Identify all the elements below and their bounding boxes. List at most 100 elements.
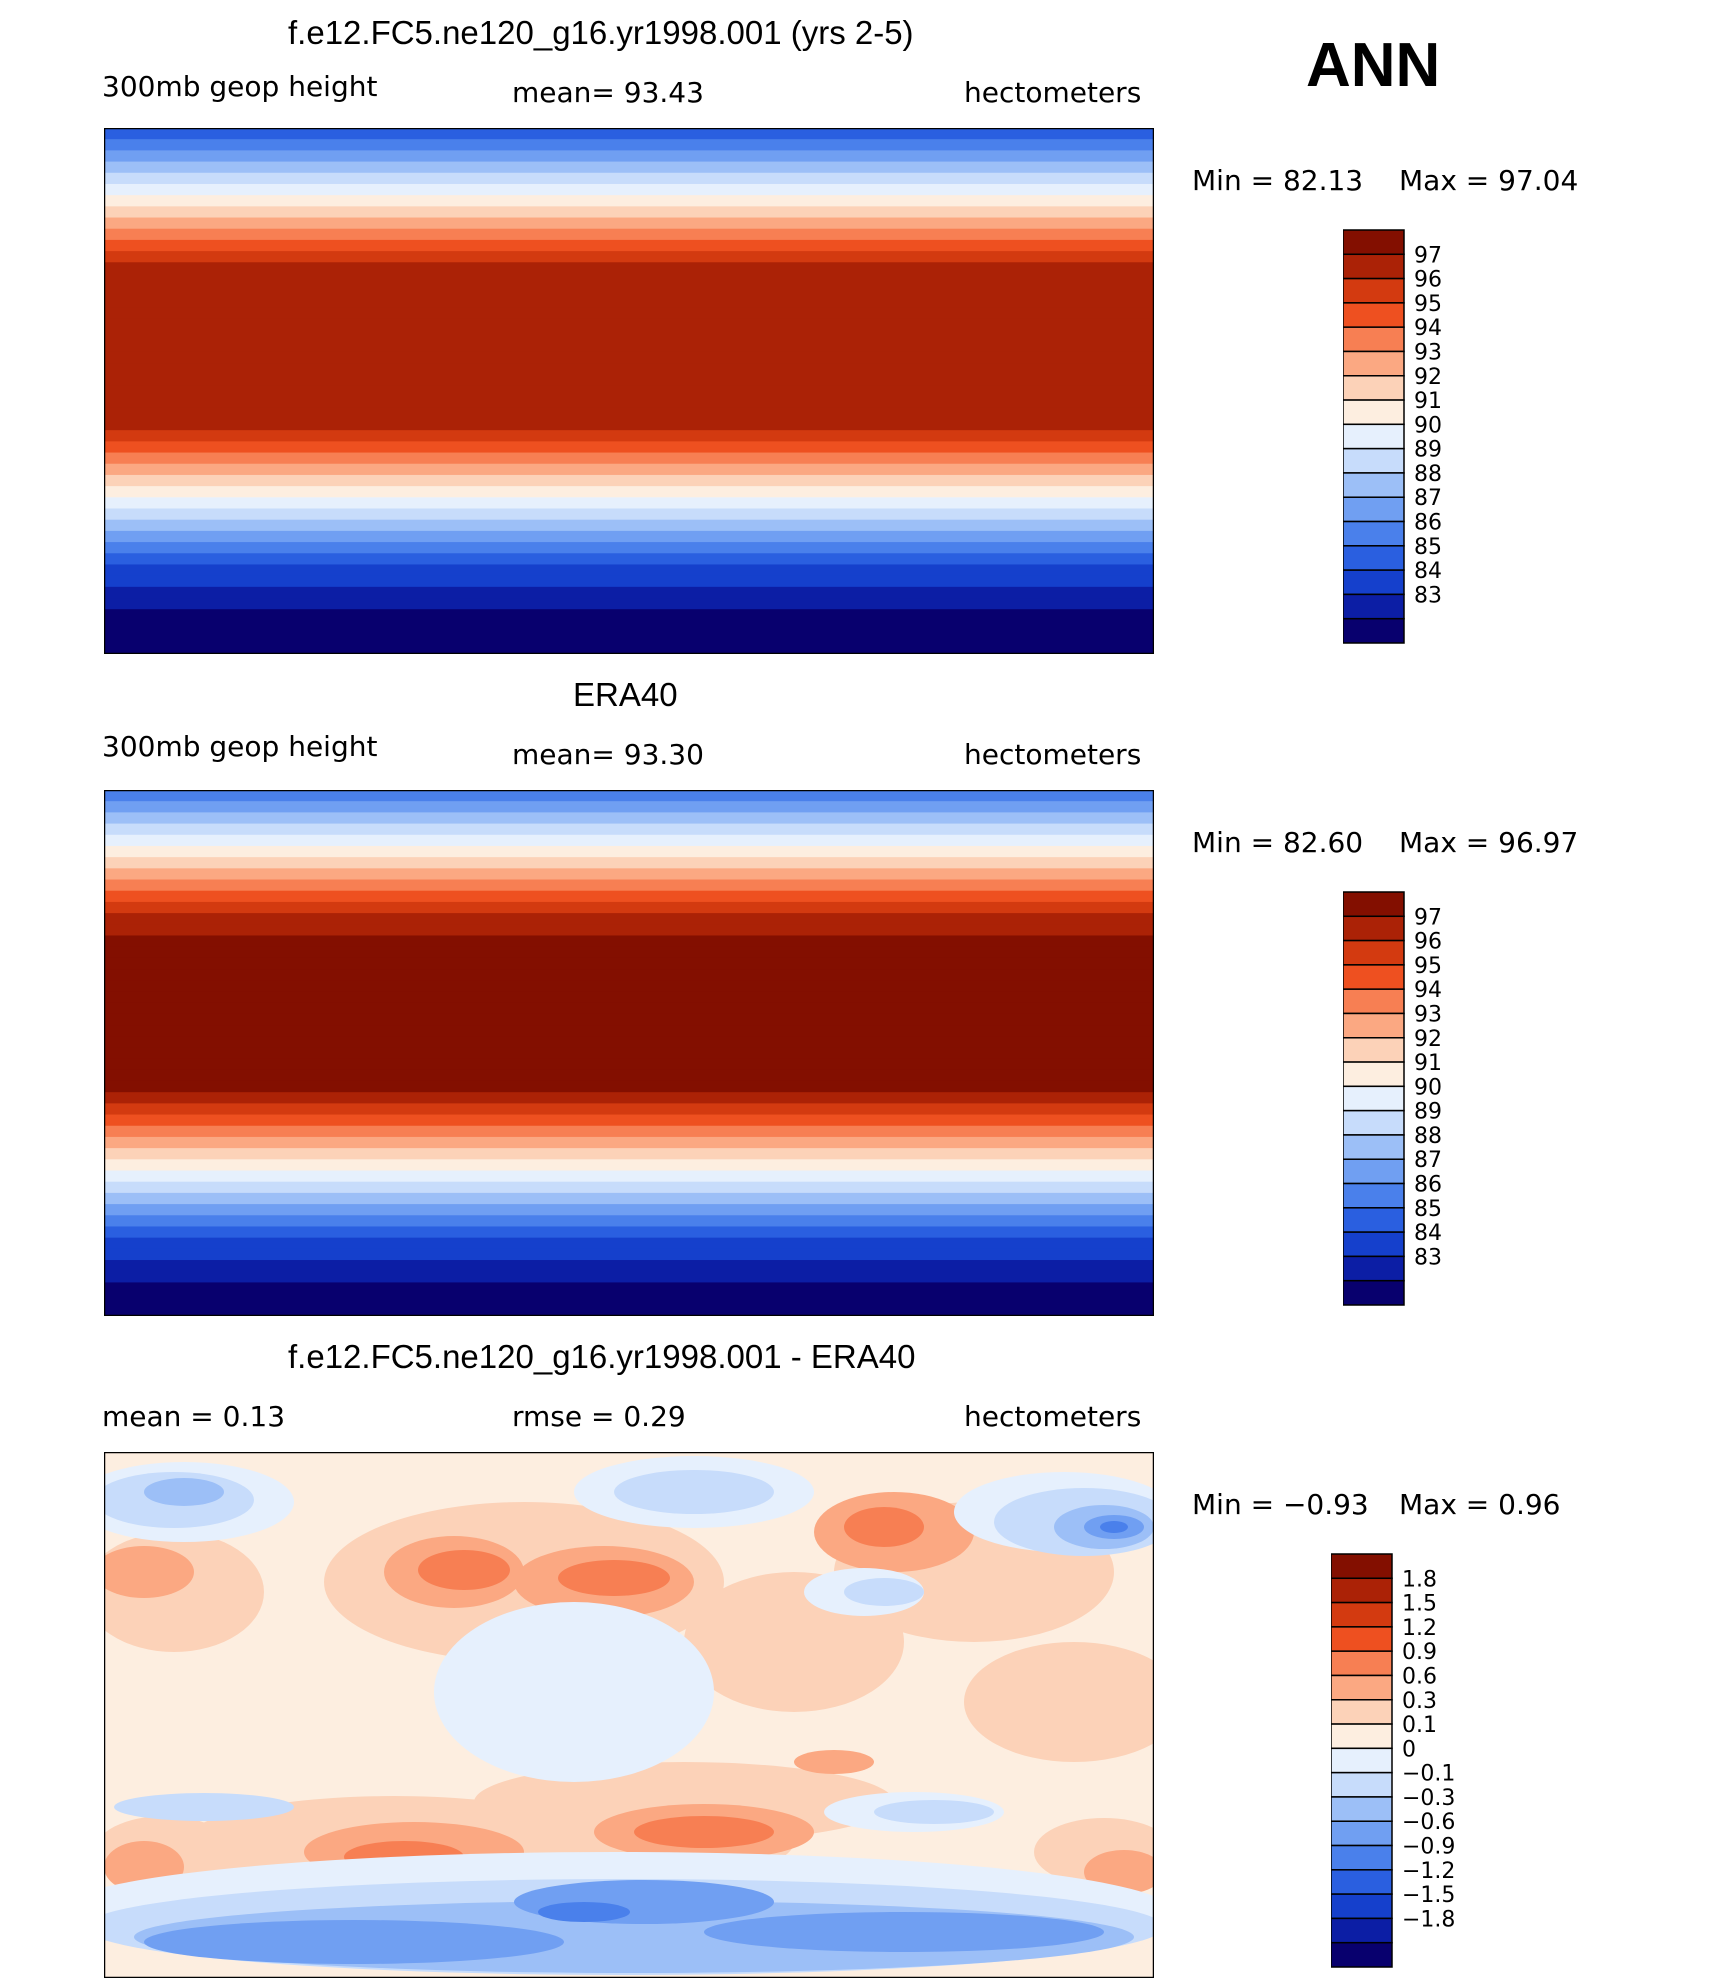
contour-band <box>104 497 1154 510</box>
contour-band <box>104 340 1154 353</box>
colorbar-tick-label: 88 <box>1414 462 1442 487</box>
contour-band <box>104 1148 1154 1161</box>
colorbar-box <box>1343 915 1405 942</box>
contour-band <box>104 128 1154 141</box>
colorbar-box <box>1331 1626 1393 1652</box>
colorbar-box <box>1343 302 1405 328</box>
contour-band <box>104 598 1154 611</box>
contour-band <box>104 1136 1154 1150</box>
panel2-contour-fill <box>104 790 1154 1316</box>
contour-band <box>104 251 1154 264</box>
colorbar-box <box>1343 545 1405 571</box>
panel3-rmse-label: rmse = 0.29 <box>512 1400 686 1433</box>
contour-band <box>104 801 1154 814</box>
contour-band <box>104 845 1154 859</box>
colorbar-box <box>1331 1553 1393 1580</box>
contour-band <box>104 857 1154 870</box>
colorbar-box <box>1331 1917 1393 1944</box>
contour-band <box>104 564 1154 577</box>
contour-band <box>104 1103 1154 1116</box>
colorbar-tick-label: 1.5 <box>1402 1592 1437 1617</box>
panel3-max-label: Max = 0.96 <box>1399 1488 1561 1521</box>
colorbar-box <box>1331 1674 1393 1701</box>
contour-band <box>104 1248 1154 1262</box>
panel2-units-label: hectometers <box>964 738 1142 771</box>
colorbar-box <box>1343 939 1405 966</box>
contour-band <box>104 790 1154 803</box>
contour-band <box>104 834 1154 847</box>
contour-band <box>104 139 1154 152</box>
colorbar-tick-label: 94 <box>1414 978 1442 1003</box>
contour-band <box>104 1025 1154 1038</box>
colorbar-box <box>1343 1158 1405 1185</box>
contour-band <box>104 228 1154 241</box>
colorbar-tick-label: 94 <box>1414 316 1442 341</box>
colorbar-box <box>1343 1085 1405 1112</box>
contour-band <box>104 913 1154 926</box>
contour-band <box>104 1013 1154 1027</box>
colorbar-box <box>1343 350 1405 377</box>
contour-band <box>104 519 1154 532</box>
contour-band <box>104 868 1154 881</box>
colorbar-box <box>1343 423 1405 450</box>
season-label: ANN <box>1306 31 1441 100</box>
colorbar-box <box>1343 964 1405 990</box>
contour-band <box>104 441 1154 454</box>
contour-band <box>104 957 1154 971</box>
colorbar-box <box>1331 1699 1393 1725</box>
panel2-min-label: Min = 82.60 <box>1192 826 1364 859</box>
contour-band <box>104 463 1154 476</box>
contour-band <box>104 1092 1154 1105</box>
colorbar-tick-label: 85 <box>1414 1197 1442 1222</box>
contour-band <box>104 586 1154 600</box>
contour-band <box>104 924 1154 937</box>
contour-band <box>104 418 1154 432</box>
colorbar-tick-label: 83 <box>1414 583 1442 608</box>
colorbar-box <box>1331 1747 1393 1774</box>
colorbar-tick-label: −0.3 <box>1402 1786 1455 1811</box>
contour-band <box>104 206 1154 219</box>
contour-band <box>104 1226 1154 1239</box>
colorbar-box <box>1343 1182 1405 1209</box>
colorbar-box <box>1343 1255 1405 1282</box>
colorbar-tick-label: 0 <box>1402 1737 1416 1762</box>
colorbar-tick-label: −1.5 <box>1402 1883 1455 1908</box>
contour-band <box>104 575 1154 588</box>
colorbar-box <box>1343 253 1405 280</box>
colorbar-box <box>1343 1012 1405 1039</box>
contour-band <box>104 329 1154 342</box>
colorbar-box <box>1343 1134 1405 1160</box>
contour-band <box>104 1069 1154 1082</box>
contour-band <box>104 553 1154 566</box>
colorbar-box <box>1343 569 1405 596</box>
contour-band <box>104 1215 1154 1228</box>
contour-band <box>104 1260 1154 1273</box>
contour-band <box>104 1114 1154 1127</box>
contour-band <box>104 1192 1154 1206</box>
colorbar-tick-label: 89 <box>1414 1100 1442 1125</box>
contour-band <box>104 217 1154 230</box>
contour-band <box>104 385 1154 398</box>
contour-band <box>104 879 1154 892</box>
contour-band <box>104 542 1154 555</box>
colorbar-tick-label: 90 <box>1414 413 1442 438</box>
colorbar-tick-label: 89 <box>1414 438 1442 463</box>
contour-band <box>104 396 1154 409</box>
contour-band <box>104 935 1154 948</box>
contour-band <box>104 1293 1154 1306</box>
colorbar-tick-label: 91 <box>1414 389 1442 414</box>
colorbar-tick-label: −1.8 <box>1402 1907 1455 1932</box>
panel1-title: f.e12.FC5.ne120_g16.yr1998.001 (yrs 2-5) <box>288 14 914 51</box>
contour-band <box>104 262 1154 275</box>
colorbar-box <box>1331 1941 1393 1968</box>
contour-band <box>104 1237 1154 1250</box>
colorbar-box <box>1343 229 1405 256</box>
colorbar-tick-label: 92 <box>1414 1027 1442 1052</box>
contour-band <box>104 1047 1154 1060</box>
colorbar-box <box>1331 1869 1393 1895</box>
colorbar-box <box>1343 593 1405 620</box>
contour-band <box>104 1125 1154 1138</box>
contour-band <box>104 823 1154 836</box>
